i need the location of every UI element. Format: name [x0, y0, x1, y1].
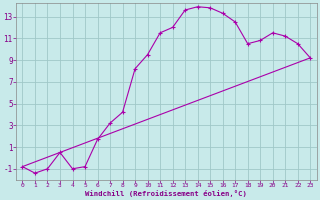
X-axis label: Windchill (Refroidissement éolien,°C): Windchill (Refroidissement éolien,°C): [85, 190, 247, 197]
